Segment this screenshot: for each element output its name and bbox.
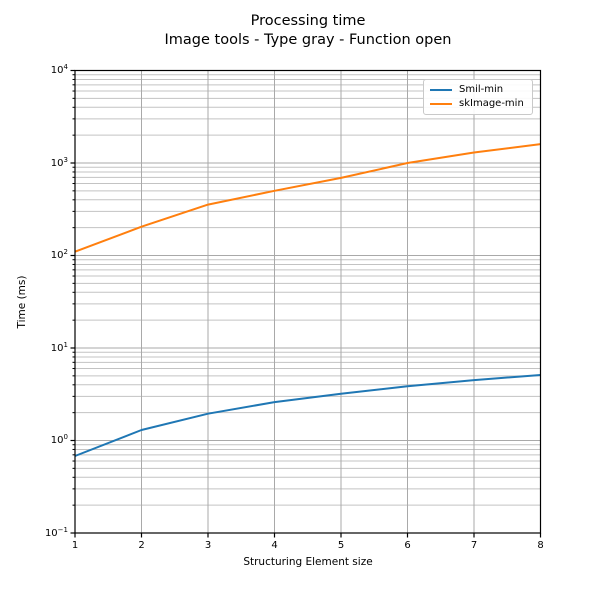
x-tick-label: 6	[404, 540, 411, 551]
x-tick-label: 8	[537, 540, 544, 551]
legend-label: skImage-min	[459, 98, 524, 109]
x-tick-label: 4	[271, 540, 278, 551]
y-tick-label: 101	[50, 340, 68, 354]
legend-label: Smil-min	[459, 84, 504, 95]
x-tick-label: 1	[71, 540, 79, 551]
chart-title-block: Processing time Image tools - Type gray …	[75, 12, 541, 49]
chart-subtitle: Image tools - Type gray - Function open	[164, 31, 452, 48]
x-tick-label: 5	[337, 540, 345, 551]
legend: Smil-min skImage-min	[423, 79, 533, 115]
x-tick-label: 2	[138, 540, 145, 551]
x-tick-label: 3	[204, 540, 212, 551]
smil-line-swatch-icon	[430, 89, 452, 91]
chart-title: Processing time	[250, 13, 366, 29]
legend-item-smil: Smil-min	[430, 83, 528, 97]
x-axis-label: Structuring Element size	[243, 556, 373, 568]
y-tick-label: 100	[50, 433, 68, 446]
y-tick-label: 103	[50, 155, 68, 169]
y-tick-label: 10−1	[44, 525, 68, 539]
legend-item-skimage: skImage-min	[430, 97, 528, 111]
skimage-line-swatch-icon	[430, 103, 452, 105]
y-axis-label: Time (ms)	[16, 275, 28, 329]
x-tick-label: 7	[470, 540, 478, 551]
y-tick-label: 104	[50, 63, 68, 76]
y-tick-label: 102	[50, 248, 68, 261]
